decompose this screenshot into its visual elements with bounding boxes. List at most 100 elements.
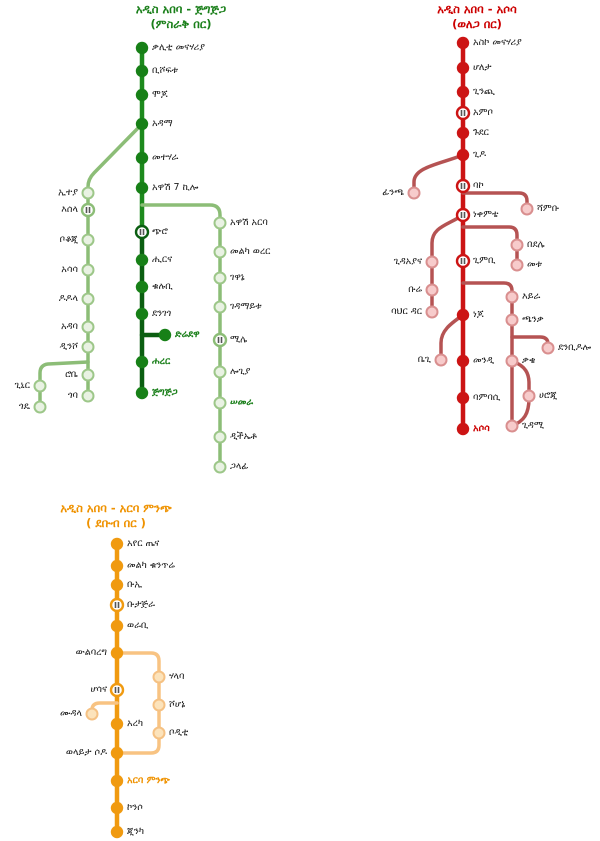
station-node (522, 389, 536, 403)
station-node (110, 559, 124, 573)
transfer-icon (460, 183, 463, 189)
station-node (81, 233, 95, 247)
station-node (135, 355, 149, 369)
route-line (461, 225, 519, 267)
transfer-icon (460, 258, 463, 264)
station-node (81, 186, 95, 200)
transfer-icon (460, 110, 463, 116)
transfer-icon (142, 229, 145, 235)
transfer-icon (463, 258, 466, 264)
station-node (425, 255, 439, 269)
route-line (86, 122, 144, 398)
station-node (110, 825, 124, 839)
station-node (110, 537, 124, 551)
station-node (152, 670, 166, 684)
station-node (520, 202, 534, 216)
route-line (439, 313, 465, 361)
station-node (135, 64, 149, 78)
station-node (135, 253, 149, 267)
transfer-icon (85, 207, 88, 213)
station-node (425, 305, 439, 319)
transfer-icon (139, 229, 142, 235)
transfer-icon (463, 110, 466, 116)
station-node (81, 340, 95, 354)
station-node (158, 328, 172, 342)
transfer-icon (463, 183, 466, 189)
transfer-icon (460, 212, 463, 218)
station-node (213, 365, 227, 379)
transfer-station-node (109, 682, 125, 698)
transfer-station-node (212, 332, 228, 348)
station-node (110, 578, 124, 592)
station-node (456, 36, 470, 50)
station-node (135, 280, 149, 294)
station-node (456, 354, 470, 368)
station-node (110, 774, 124, 788)
transfer-icon (117, 602, 120, 608)
station-node (33, 379, 47, 393)
station-node (541, 341, 555, 355)
station-node (213, 396, 227, 410)
route-line (412, 153, 465, 195)
station-node (505, 419, 519, 433)
station-node (110, 801, 124, 815)
station-node (135, 41, 149, 55)
route-line (115, 651, 161, 755)
station-node (135, 181, 149, 195)
station-node (213, 430, 227, 444)
station-node (110, 717, 124, 731)
transfer-icon (114, 687, 117, 693)
station-node (110, 619, 124, 633)
transfer-station-node (80, 202, 96, 218)
station-node (85, 707, 99, 721)
transfer-icon (117, 687, 120, 693)
station-node (434, 353, 448, 367)
station-node (213, 245, 227, 259)
station-node (135, 151, 149, 165)
station-node (456, 61, 470, 75)
transfer-station-node (134, 224, 150, 240)
station-node (407, 186, 421, 200)
station-node (510, 258, 524, 272)
station-node (152, 698, 166, 712)
station-node (135, 307, 149, 321)
station-node (110, 746, 124, 760)
station-node (213, 460, 227, 474)
route-line (461, 281, 514, 428)
station-node (505, 313, 519, 327)
station-node (456, 148, 470, 162)
transfer-icon (217, 337, 220, 343)
station-node (510, 238, 524, 252)
station-node (456, 391, 470, 405)
station-node (213, 216, 227, 230)
transfer-icon (114, 602, 117, 608)
transfer-station-node (455, 105, 471, 121)
station-node (81, 389, 95, 403)
transfer-station-node (455, 253, 471, 269)
route-line (140, 203, 222, 469)
station-node (456, 308, 470, 322)
station-node (33, 400, 47, 414)
transfer-station-node (455, 178, 471, 194)
station-node (135, 88, 149, 102)
station-node (213, 300, 227, 314)
transfer-icon (463, 212, 466, 218)
route-line (38, 360, 90, 409)
transfer-station-node (455, 207, 471, 223)
station-node (81, 292, 95, 306)
station-node (152, 726, 166, 740)
transfer-icon (88, 207, 91, 213)
station-node (505, 290, 519, 304)
station-node (425, 283, 439, 297)
station-node (456, 126, 470, 140)
station-node (135, 117, 149, 131)
station-node (81, 320, 95, 334)
station-node (135, 386, 149, 400)
station-node (110, 646, 124, 660)
station-node (456, 85, 470, 99)
station-node (81, 368, 95, 382)
transfer-icon (220, 337, 223, 343)
station-node (213, 271, 227, 285)
